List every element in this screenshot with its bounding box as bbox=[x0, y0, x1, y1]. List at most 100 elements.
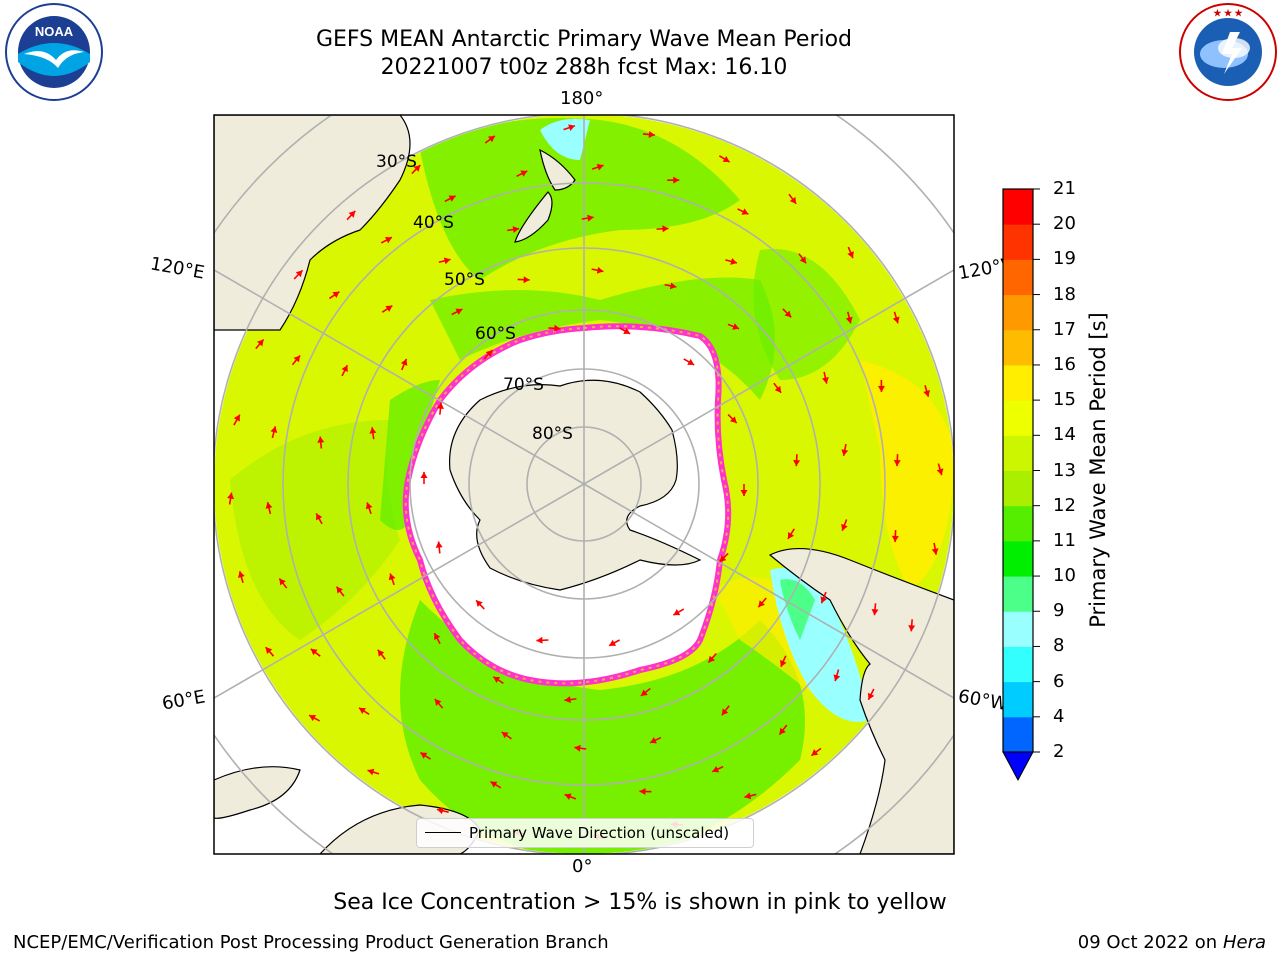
colorbar-tick-label: 2 bbox=[1053, 741, 1065, 762]
colorbar-tick-label: 11 bbox=[1053, 529, 1076, 551]
wave-arrow-head bbox=[923, 389, 931, 397]
wave-arrow-head bbox=[574, 744, 581, 752]
wave-arrow-head bbox=[811, 749, 819, 756]
wave-arrow-head bbox=[787, 532, 795, 539]
wave-direction-arrows bbox=[227, 124, 944, 841]
colorbar-tick-label: 19 bbox=[1053, 248, 1076, 270]
wave-arrow-head bbox=[784, 310, 792, 318]
wave-arrow-head bbox=[523, 276, 530, 284]
colorbar-tick-label: 15 bbox=[1053, 389, 1076, 411]
wave-arrow-head bbox=[596, 163, 604, 171]
wave-arrow-head bbox=[332, 291, 340, 298]
wave-arrow-head bbox=[512, 226, 520, 233]
wave-arrow-head bbox=[384, 237, 392, 244]
wave-arrow-head bbox=[721, 708, 729, 716]
wave-arrow-head bbox=[845, 316, 853, 324]
wave-arrow-head bbox=[877, 385, 885, 392]
wave-arrow-head bbox=[931, 548, 939, 555]
wave-arrow-head bbox=[435, 541, 443, 548]
australia-land bbox=[214, 115, 411, 331]
wave-arrow-head bbox=[779, 727, 786, 735]
wave-arrow-head bbox=[455, 308, 463, 315]
south-america-land bbox=[768, 548, 954, 854]
noaa-logo-text: NOAA bbox=[35, 24, 74, 39]
lat-label-60s: 60°S bbox=[475, 324, 516, 344]
wave-arrow-head bbox=[722, 155, 730, 163]
lat-label-30s: 30°S bbox=[376, 152, 417, 172]
wave-arrow-head bbox=[400, 358, 408, 366]
wave-arrow-head bbox=[712, 765, 720, 773]
wave-arrow-head bbox=[774, 385, 782, 393]
wave-arrow-head bbox=[358, 707, 366, 715]
colorbar-tick-label: 17 bbox=[1053, 318, 1076, 340]
lon-label-0: 0° bbox=[572, 856, 593, 877]
wave-arrow-head bbox=[369, 427, 377, 434]
wave-arrow-head bbox=[367, 768, 375, 776]
wave-arrow-head bbox=[564, 793, 572, 800]
lon-label-180: 180° bbox=[560, 88, 604, 109]
antarctica-land bbox=[448, 379, 702, 591]
wave-arrow-head bbox=[687, 358, 695, 365]
colorbar-tick-label: 9 bbox=[1053, 600, 1065, 622]
credit-text: NCEP/EMC/Verification Post Processing Pr… bbox=[13, 932, 609, 953]
wave-arrow-head bbox=[317, 436, 325, 443]
wave-arrow-head bbox=[436, 807, 444, 815]
colorbar-label: Primary Wave Mean Period [s] bbox=[1086, 312, 1110, 628]
wave-arrow-head bbox=[420, 472, 428, 478]
meridian-lines bbox=[214, 115, 954, 854]
wave-arrow-head bbox=[336, 586, 343, 594]
map-frame bbox=[213, 114, 955, 855]
wave-arrow-head bbox=[821, 377, 829, 384]
wave-arrow-head bbox=[744, 792, 752, 800]
wave-arrow-head bbox=[780, 659, 787, 667]
wave-arrow-head bbox=[708, 655, 715, 663]
wave-arrow-head bbox=[487, 135, 495, 143]
wave-arrow-head bbox=[536, 636, 543, 644]
noaa-logo: NOAA bbox=[5, 3, 103, 101]
lat-label-70s: 70°S bbox=[503, 375, 544, 395]
wave-arrow-head bbox=[673, 176, 680, 184]
lat-label-80s: 80°S bbox=[532, 424, 573, 444]
wave-arrow-head bbox=[490, 781, 498, 788]
wave-arrow-head bbox=[833, 674, 841, 682]
wave-arrow-head bbox=[227, 492, 235, 500]
wave-arrow-head bbox=[420, 752, 428, 759]
wave-arrow-head bbox=[568, 124, 575, 131]
wave-arrow-head bbox=[640, 689, 648, 696]
wave-arrow-head bbox=[649, 737, 657, 744]
wave-arrow-head bbox=[623, 327, 631, 334]
colorbar-tick-label: 6 bbox=[1053, 670, 1065, 692]
wave-arrow-head bbox=[847, 251, 854, 259]
wave-arrow-head bbox=[758, 600, 765, 608]
colorbar-tick-label: 8 bbox=[1053, 635, 1065, 657]
wave-arrow-head bbox=[485, 350, 493, 357]
legend-label: Primary Wave Direction (unscaled) bbox=[469, 824, 730, 842]
wave-arrow-head bbox=[669, 282, 677, 290]
nws-logo: ★ ★ ★ bbox=[1179, 3, 1277, 101]
wave-arrow-head bbox=[741, 208, 749, 215]
wave-arrow-head bbox=[443, 257, 451, 265]
wave-arrow-head bbox=[799, 256, 807, 264]
wave-arrow-head bbox=[257, 339, 264, 347]
wave-arrow-head bbox=[295, 270, 303, 278]
wave-arrow-head bbox=[673, 609, 681, 616]
wave-arrow-head bbox=[893, 459, 901, 467]
lat-label-40s: 40°S bbox=[413, 213, 454, 233]
wave-arrow-head bbox=[871, 608, 879, 616]
wave-arrow-head bbox=[908, 625, 916, 632]
wave-arrow-head bbox=[868, 692, 875, 700]
wave-arrow-head bbox=[892, 316, 900, 324]
wave-arrow-head bbox=[793, 460, 801, 467]
wave-arrow-head bbox=[729, 416, 737, 424]
wave-arrow-head bbox=[732, 323, 740, 330]
colorbar-tick-label: 4 bbox=[1053, 705, 1065, 727]
wave-arrow-head bbox=[730, 258, 737, 265]
wave-arrow-head bbox=[501, 732, 509, 739]
wave-arrow-head bbox=[789, 196, 797, 204]
date-text: 09 Oct 2022 on bbox=[1077, 932, 1223, 953]
wave-arrow-head bbox=[564, 696, 571, 704]
machine-name: Hera bbox=[1222, 932, 1266, 953]
lat-label-50s: 50°S bbox=[444, 270, 485, 290]
wave-arrow-head bbox=[719, 555, 727, 562]
colorbar-tick-label: 21 bbox=[1053, 178, 1076, 199]
